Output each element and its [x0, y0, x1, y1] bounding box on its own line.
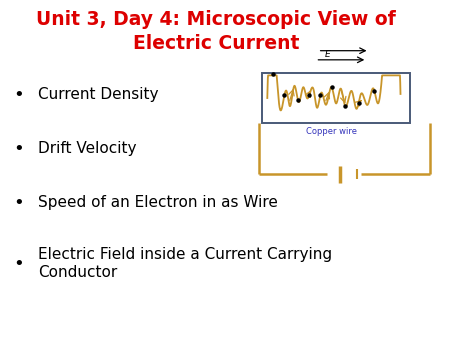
Text: Current Density: Current Density	[38, 87, 159, 102]
Text: •: •	[14, 255, 24, 273]
Text: •: •	[14, 86, 24, 104]
Text: •: •	[14, 140, 24, 158]
Text: Unit 3, Day 4: Microscopic View of
Electric Current: Unit 3, Day 4: Microscopic View of Elect…	[36, 10, 396, 53]
Text: E: E	[325, 50, 331, 59]
Text: Speed of an Electron in as Wire: Speed of an Electron in as Wire	[38, 195, 278, 210]
Bar	[262, 73, 410, 123]
Text: •: •	[14, 194, 24, 212]
Text: Electric Field inside a Current Carrying
Conductor: Electric Field inside a Current Carrying…	[38, 247, 333, 280]
Text: Drift Velocity: Drift Velocity	[38, 141, 137, 156]
Text: Copper wire: Copper wire	[306, 127, 357, 137]
